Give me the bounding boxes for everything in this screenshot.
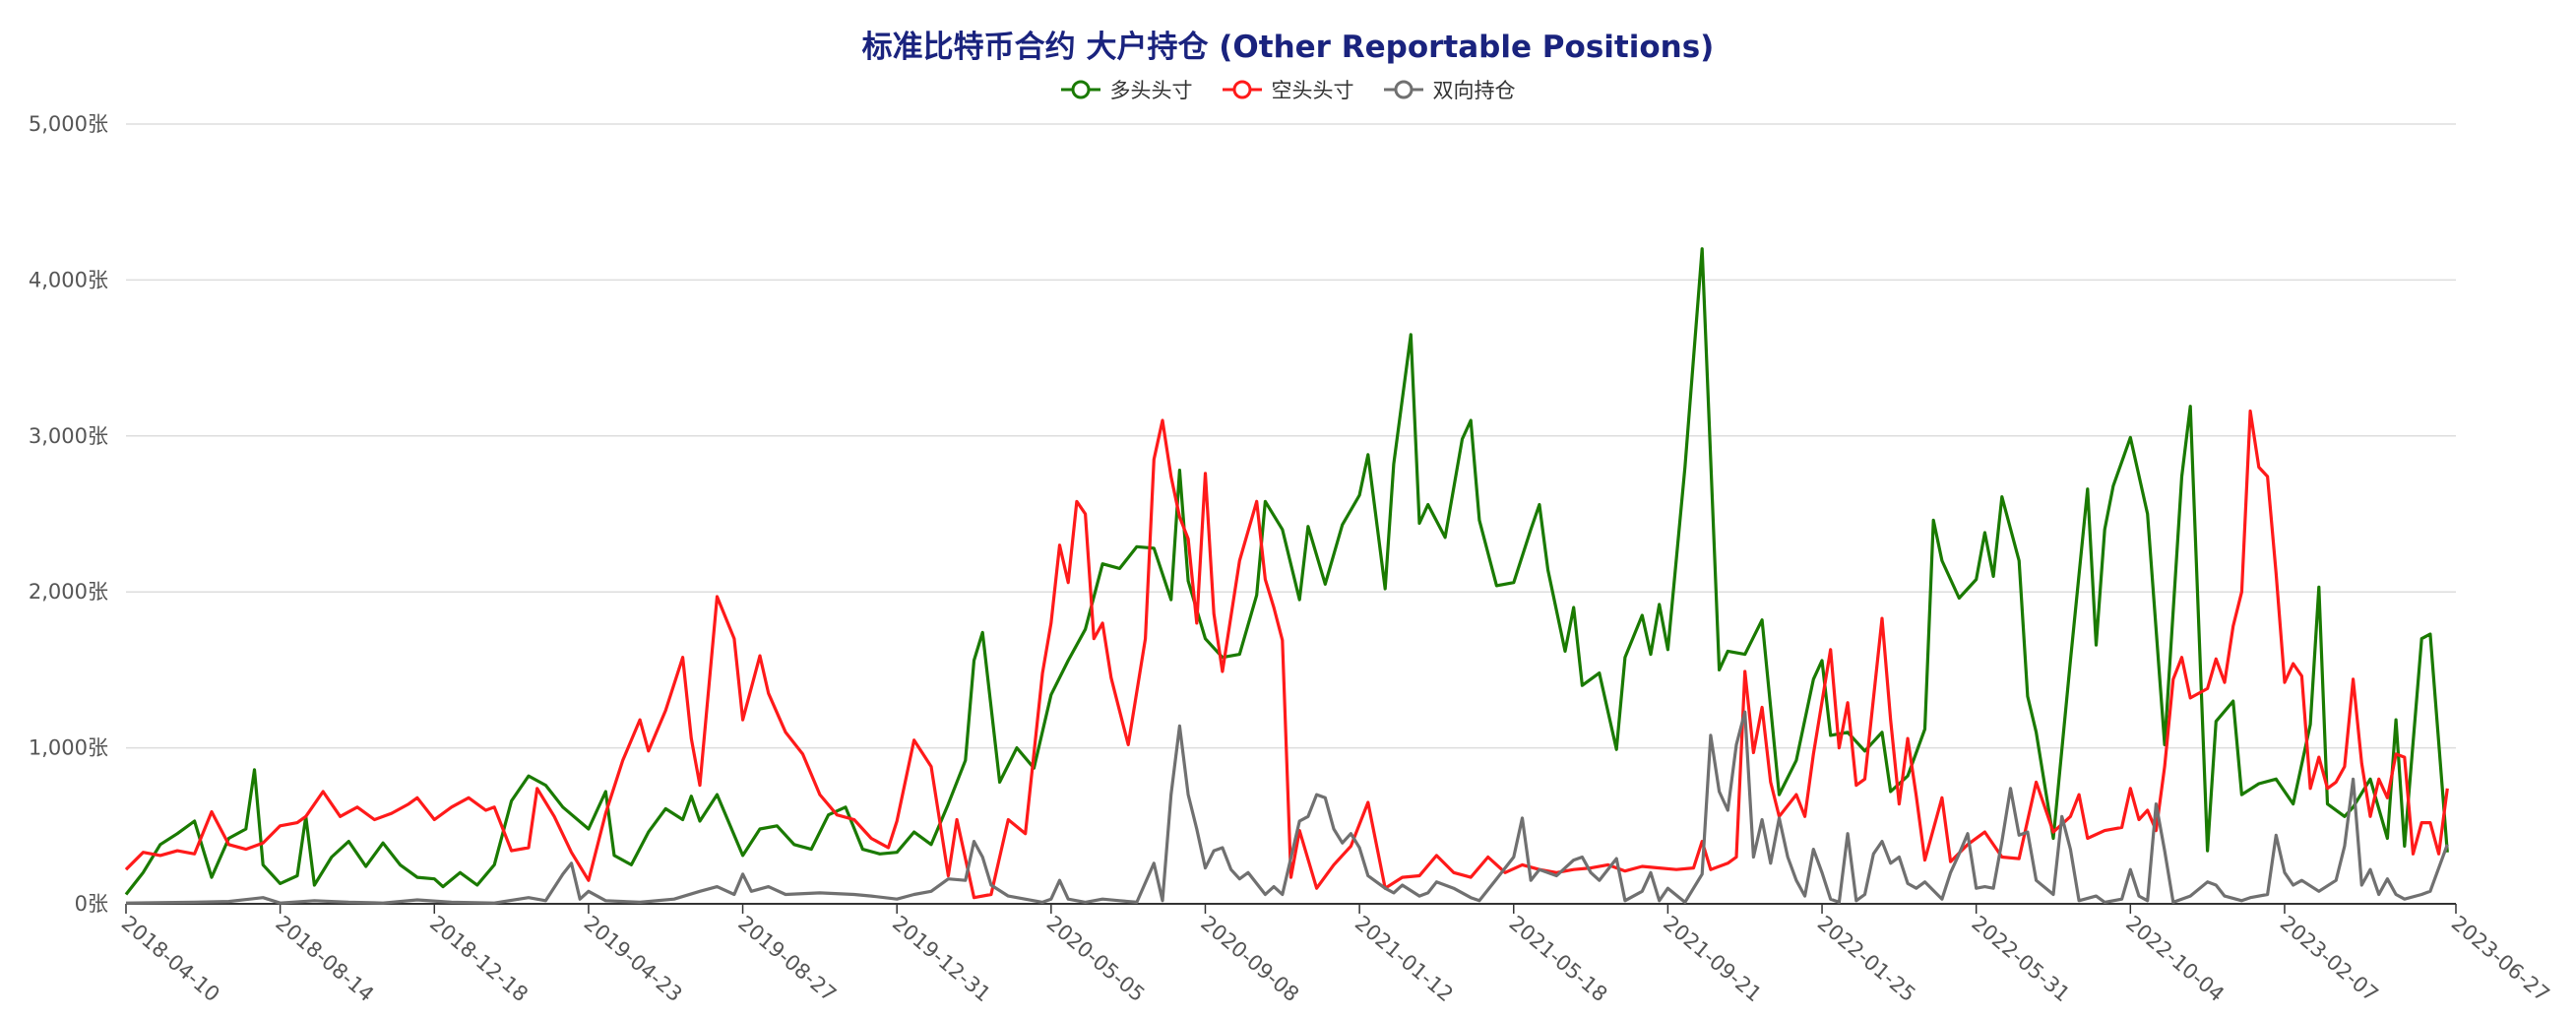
- legend-swatch-long-icon: [1060, 80, 1100, 99]
- x-axis: 2018-04-10 2018-08-14 2018-12-18 2019-04-23…: [117, 904, 2554, 1006]
- chart-title: 标准比特币合约 大户持仓 (Other Reportable Positions…: [861, 30, 1715, 65]
- grid-lines: [126, 123, 2456, 905]
- legend-label-spread: 双向持仓: [1432, 79, 1516, 102]
- x-tick-label: 2019-04-23: [580, 911, 687, 1006]
- y-axis-ticks: 0张 1,000张 2,000张 3,000张 4,000张 5,000张: [29, 112, 108, 916]
- x-tick-label: 2022-01-25: [1813, 911, 1920, 1006]
- y-tick-label: 3,000张: [29, 424, 108, 448]
- y-tick-label: 5,000张: [29, 112, 108, 136]
- x-tick-label: 2019-12-31: [888, 911, 995, 1006]
- legend-item-spread[interactable]: 双向持仓: [1383, 75, 1516, 104]
- x-tick-label: 2021-01-12: [1351, 911, 1458, 1006]
- legend-item-long[interactable]: 多头头寸: [1060, 75, 1193, 104]
- x-tick-label: 2022-05-31: [1967, 911, 2074, 1006]
- series-line-0[interactable]: [124, 247, 2449, 896]
- x-tick-label: 2019-08-27: [733, 911, 841, 1006]
- x-tick-label: 2021-09-21: [1659, 911, 1766, 1006]
- x-tick-label: 2021-05-18: [1505, 911, 1612, 1006]
- y-tick-label: 2,000张: [29, 580, 108, 604]
- y-tick-label: 0张: [75, 892, 108, 916]
- x-tick-label: 2020-09-08: [1196, 911, 1303, 1006]
- series-line-2[interactable]: [125, 710, 2449, 905]
- legend-swatch-spread-icon: [1383, 80, 1423, 99]
- y-tick-label: 4,000张: [29, 268, 108, 291]
- chart-legend: 多头头寸 空头头寸 双向持仓: [0, 75, 2576, 104]
- x-tick-label: 2022-10-04: [2121, 911, 2229, 1006]
- legend-swatch-short-icon: [1222, 80, 1262, 99]
- x-tick-label: 2018-08-14: [271, 911, 378, 1006]
- x-tick-label: 2020-05-05: [1042, 911, 1150, 1006]
- x-tick-label: 2023-02-07: [2276, 911, 2383, 1006]
- y-tick-label: 1,000张: [29, 736, 108, 760]
- series-line-1[interactable]: [124, 409, 2449, 900]
- x-tick-label: 2018-12-18: [425, 911, 533, 1006]
- x-tick-label: 2018-04-10: [117, 911, 224, 1006]
- x-tick-label: 2023-06-27: [2447, 911, 2554, 1006]
- legend-label-long: 多头头寸: [1109, 79, 1193, 102]
- legend-label-short: 空头头寸: [1271, 79, 1354, 102]
- series-lines: [124, 247, 2449, 905]
- legend-item-short[interactable]: 空头头寸: [1222, 75, 1354, 104]
